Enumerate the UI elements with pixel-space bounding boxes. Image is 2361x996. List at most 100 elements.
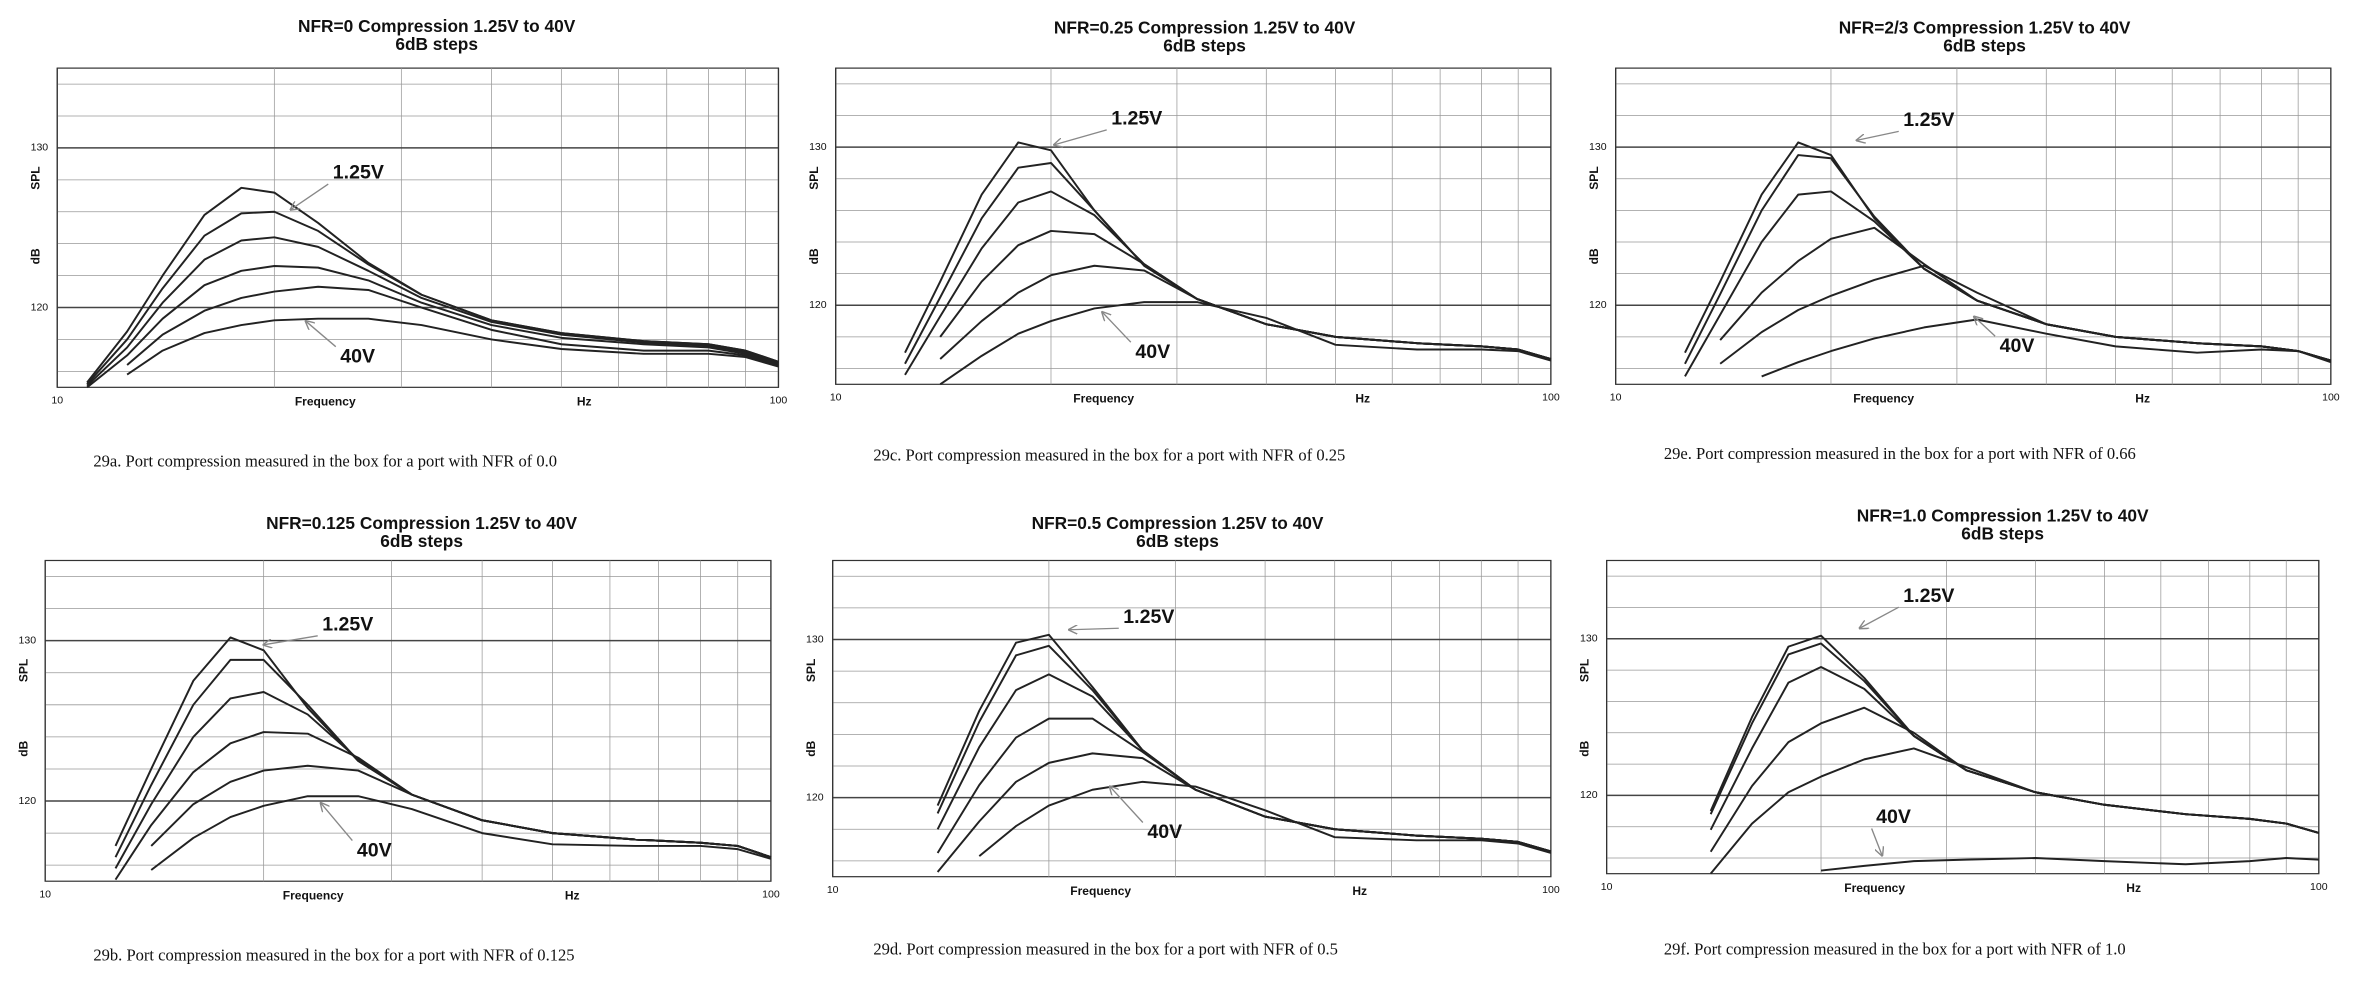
spl-curve bbox=[86, 265, 779, 389]
annotation-arrow bbox=[306, 321, 337, 348]
caption: 29d. Port compression measured in the bo… bbox=[873, 939, 1338, 958]
x-axis-label: Frequency bbox=[283, 888, 344, 902]
caption: 29e. Port compression measured in the bo… bbox=[1664, 444, 2136, 463]
annotation-arrow bbox=[1054, 129, 1107, 145]
annotation: 1.25V bbox=[1111, 107, 1162, 129]
annotation-arrow bbox=[1102, 312, 1132, 343]
caption: 29c. Port compression measured in the bo… bbox=[873, 445, 1345, 464]
x-tick-label: 10 bbox=[827, 884, 839, 896]
chart-subtitle: 6dB steps bbox=[380, 531, 463, 551]
x-axis-unit: Hz bbox=[577, 395, 592, 409]
y-axis-unit: dB bbox=[16, 740, 30, 756]
x-axis-unit: Hz bbox=[565, 888, 580, 902]
y-axis-unit: dB bbox=[804, 740, 818, 756]
y-axis-unit: dB bbox=[1587, 248, 1601, 264]
y-axis-label: SPL bbox=[1578, 659, 1592, 682]
x-tick-label: 10 bbox=[1610, 392, 1622, 404]
annotation-arrow bbox=[321, 803, 353, 841]
x-tick-label: 100 bbox=[2310, 881, 2328, 893]
x-axis-label: Frequency bbox=[1070, 884, 1131, 898]
caption: 29b. Port compression measured in the bo… bbox=[93, 945, 574, 964]
chart-subtitle: 6dB steps bbox=[1961, 523, 2044, 543]
x-axis-label: Frequency bbox=[1073, 392, 1134, 406]
annotation: 1.25V bbox=[1123, 606, 1174, 628]
annotation: 40V bbox=[1135, 341, 1170, 363]
x-tick-label: 100 bbox=[1542, 392, 1560, 404]
y-tick-label: 130 bbox=[806, 633, 824, 645]
spl-curve bbox=[1820, 857, 2319, 872]
y-tick-label: 120 bbox=[19, 795, 37, 807]
y-tick-label: 130 bbox=[809, 141, 827, 153]
spl-curve bbox=[939, 264, 1552, 360]
y-tick-label: 130 bbox=[1589, 141, 1607, 153]
y-axis-label: SPL bbox=[28, 166, 42, 189]
y-axis-label: SPL bbox=[1587, 166, 1601, 189]
x-axis-label: Frequency bbox=[1844, 881, 1905, 895]
annotation-arrow bbox=[1857, 130, 1899, 140]
y-tick-label: 130 bbox=[31, 142, 49, 154]
spl-curve bbox=[150, 795, 772, 871]
x-axis-label: Frequency bbox=[295, 395, 356, 409]
annotation: 1.25V bbox=[333, 162, 384, 184]
annotation-arrow bbox=[1871, 828, 1883, 856]
spl-curve bbox=[1719, 264, 2332, 365]
chart-title: NFR=0.125 Compression 1.25V to 40V bbox=[266, 513, 577, 533]
chart-title: NFR=2/3 Compression 1.25V to 40V bbox=[1839, 18, 2131, 38]
chart-title: NFR=1.0 Compression 1.25V to 40V bbox=[1857, 505, 2149, 525]
chart-title: NFR=0.25 Compression 1.25V to 40V bbox=[1054, 18, 1356, 38]
y-axis-label: SPL bbox=[16, 659, 30, 682]
spl-curve bbox=[1709, 747, 2320, 875]
spl-curve bbox=[1761, 318, 2332, 378]
x-tick-label: 100 bbox=[2322, 392, 2340, 404]
spl-curve bbox=[939, 301, 1552, 386]
annotation: 40V bbox=[357, 839, 392, 861]
y-axis-label: SPL bbox=[807, 166, 821, 189]
x-tick-label: 100 bbox=[1542, 884, 1560, 896]
y-axis-label: SPL bbox=[804, 659, 818, 682]
y-tick-label: 120 bbox=[1589, 299, 1607, 311]
y-axis-unit: dB bbox=[1578, 740, 1592, 756]
spl-curve bbox=[126, 317, 779, 376]
x-tick-label: 10 bbox=[1601, 881, 1613, 893]
x-tick-label: 10 bbox=[51, 395, 63, 407]
chart-subtitle: 6dB steps bbox=[1943, 36, 2026, 56]
spl-curve bbox=[86, 210, 779, 385]
annotation-arrow bbox=[1069, 628, 1119, 630]
y-axis-unit: dB bbox=[807, 248, 821, 264]
x-axis-unit: Hz bbox=[1352, 884, 1367, 898]
spl-curve bbox=[936, 752, 1552, 873]
x-tick-label: 10 bbox=[39, 889, 51, 901]
annotation: 40V bbox=[340, 345, 375, 367]
annotation-arrow bbox=[291, 183, 329, 210]
annotation: 1.25V bbox=[1903, 585, 1954, 607]
chart-title: NFR=0 Compression 1.25V to 40V bbox=[298, 16, 576, 36]
annotation-arrow bbox=[1974, 317, 1996, 337]
x-axis-unit: Hz bbox=[2135, 392, 2150, 406]
caption: 29a. Port compression measured in the bo… bbox=[93, 451, 557, 470]
annotation: 40V bbox=[2000, 335, 2035, 357]
chart-subtitle: 6dB steps bbox=[1163, 36, 1246, 56]
spl-curve bbox=[86, 236, 779, 387]
x-tick-label: 100 bbox=[770, 395, 788, 407]
x-tick-label: 100 bbox=[762, 889, 780, 901]
y-tick-label: 120 bbox=[31, 301, 49, 313]
y-tick-label: 130 bbox=[19, 634, 37, 646]
x-axis-unit: Hz bbox=[1355, 392, 1370, 406]
annotation: 1.25V bbox=[1903, 109, 1954, 131]
annotation-arrow bbox=[264, 635, 318, 645]
y-tick-label: 120 bbox=[1580, 789, 1598, 801]
y-tick-label: 120 bbox=[809, 299, 827, 311]
y-tick-label: 120 bbox=[806, 791, 824, 803]
chart-subtitle: 6dB steps bbox=[395, 34, 478, 54]
spl-curve bbox=[126, 285, 779, 366]
caption: 29f. Port compression measured in the bo… bbox=[1664, 939, 2126, 958]
y-axis-unit: dB bbox=[28, 248, 42, 264]
annotation-arrow bbox=[1860, 606, 1900, 628]
spl-curve bbox=[978, 780, 1552, 857]
annotation: 40V bbox=[1876, 806, 1911, 828]
annotation: 1.25V bbox=[322, 613, 373, 635]
chart-subtitle: 6dB steps bbox=[1136, 531, 1219, 551]
y-tick-label: 130 bbox=[1580, 633, 1598, 645]
